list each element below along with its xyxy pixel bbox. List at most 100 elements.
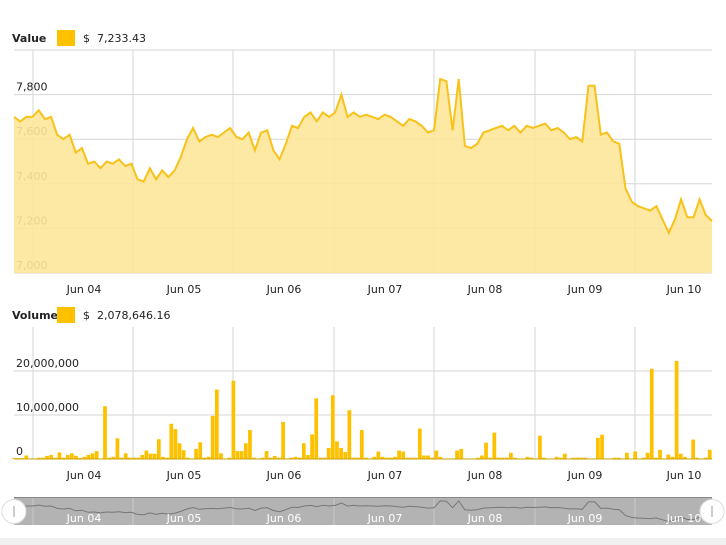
volume-bar — [252, 457, 256, 459]
volume-bar — [372, 456, 377, 459]
volume-bar — [417, 428, 422, 459]
volume-bar — [339, 448, 343, 459]
volume-bar — [326, 448, 331, 459]
y-tick-label: 7,800 — [16, 81, 48, 94]
volume-bar — [484, 442, 488, 459]
volume-bar — [49, 455, 54, 459]
navigator-label: Jun 07 — [367, 512, 403, 525]
volume-bar — [384, 457, 389, 459]
volume-bar — [53, 457, 58, 459]
volume-bar — [455, 450, 459, 459]
volume-bar — [330, 395, 335, 459]
volume-bar — [388, 457, 393, 459]
volume-bar — [260, 457, 265, 459]
volume-bar — [277, 457, 281, 459]
volume-bar — [297, 457, 302, 459]
volume-bar — [65, 455, 70, 459]
volume-bar — [376, 451, 381, 459]
volume-bar — [144, 450, 149, 459]
value-label: Value — [12, 31, 47, 45]
volume-bar — [235, 451, 240, 459]
volume-bar — [513, 457, 517, 459]
volume-bar — [529, 457, 534, 459]
y-tick-label: 10,000,000 — [16, 401, 79, 414]
volume-bar — [554, 456, 559, 459]
volume-bar — [74, 455, 78, 459]
volume-bar — [185, 457, 190, 459]
volume-bar — [306, 455, 310, 459]
volume-label: Volume — [12, 308, 58, 322]
x-tick-label: Jun 10 — [666, 469, 702, 482]
volume-bar — [558, 457, 563, 459]
volume-bar — [683, 456, 687, 459]
volume-bar — [289, 457, 294, 459]
volume-bar — [248, 430, 252, 459]
volume-bar — [111, 456, 116, 459]
volume-bar — [525, 456, 530, 459]
volume-bar — [488, 457, 493, 459]
volume-bar — [695, 457, 700, 459]
volume-bar — [40, 457, 45, 459]
volume-bar — [165, 457, 169, 459]
volume-bar — [181, 450, 186, 459]
volume-bar — [579, 457, 584, 459]
volume-bar — [219, 453, 223, 459]
x-tick-label: Jun 06 — [266, 283, 302, 296]
volume-bar — [426, 455, 430, 459]
volume-bar — [45, 455, 49, 459]
y-tick-label: 0 — [16, 445, 23, 458]
volume-bar — [583, 457, 588, 459]
volume-bar — [625, 452, 629, 459]
navigator-label: Jun 05 — [166, 512, 202, 525]
volume-bar — [322, 457, 327, 459]
volume-bar — [459, 448, 464, 459]
volume-bar — [177, 443, 182, 459]
volume-bar — [115, 438, 120, 459]
volume-bar — [310, 434, 314, 459]
volume-bar — [94, 451, 99, 459]
volume-bar — [301, 443, 306, 459]
x-tick-label: Jun 04 — [66, 469, 102, 482]
volume-bar — [633, 451, 638, 459]
volume-bar — [202, 457, 207, 459]
x-tick-label: Jun 06 — [266, 469, 302, 482]
volume-bar — [364, 457, 368, 459]
volume-bar — [127, 457, 132, 459]
volume-bar — [380, 456, 385, 459]
volume-bar — [500, 457, 505, 459]
volume-bar — [136, 457, 140, 459]
volume-bar — [575, 457, 580, 459]
volume-bar — [434, 450, 439, 459]
volume-bar — [206, 456, 211, 459]
volume-bar — [82, 456, 87, 459]
volume-bar — [103, 406, 107, 459]
volume-bar — [355, 457, 360, 459]
volume-bar — [293, 456, 298, 459]
value-legend: Value $ 7,233.43 — [12, 30, 146, 46]
volume-amount: $ 2,078,646.16 — [83, 308, 171, 322]
volume-bar — [148, 453, 153, 459]
navigator-label: Jun 06 — [266, 512, 302, 525]
volume-bar — [496, 457, 501, 459]
x-tick-label: Jun 05 — [166, 283, 202, 296]
volume-bar — [86, 455, 91, 459]
volume-bar — [596, 437, 600, 459]
x-tick-label: Jun 09 — [567, 283, 603, 296]
volume-bar — [156, 439, 161, 459]
volume-bar — [69, 453, 74, 459]
volume-bar — [335, 441, 339, 459]
volume-bar — [678, 453, 683, 459]
x-tick-label: Jun 09 — [567, 469, 603, 482]
volume-bar — [600, 434, 604, 459]
volume-bar — [475, 457, 480, 459]
volume-bar — [227, 457, 232, 459]
volume-bar — [210, 415, 215, 459]
volume-bar — [36, 457, 41, 459]
volume-bar — [405, 457, 410, 459]
volume-bar — [90, 453, 95, 459]
navigator-label: Jun 10 — [666, 512, 702, 525]
navigator: Jun 04 Jun 05 Jun 06 Jun 07 Jun 08 Jun 09 Jun … — [1, 497, 725, 525]
volume-bar — [132, 457, 136, 459]
volume-bar — [691, 439, 696, 459]
volume-bar — [343, 452, 348, 459]
